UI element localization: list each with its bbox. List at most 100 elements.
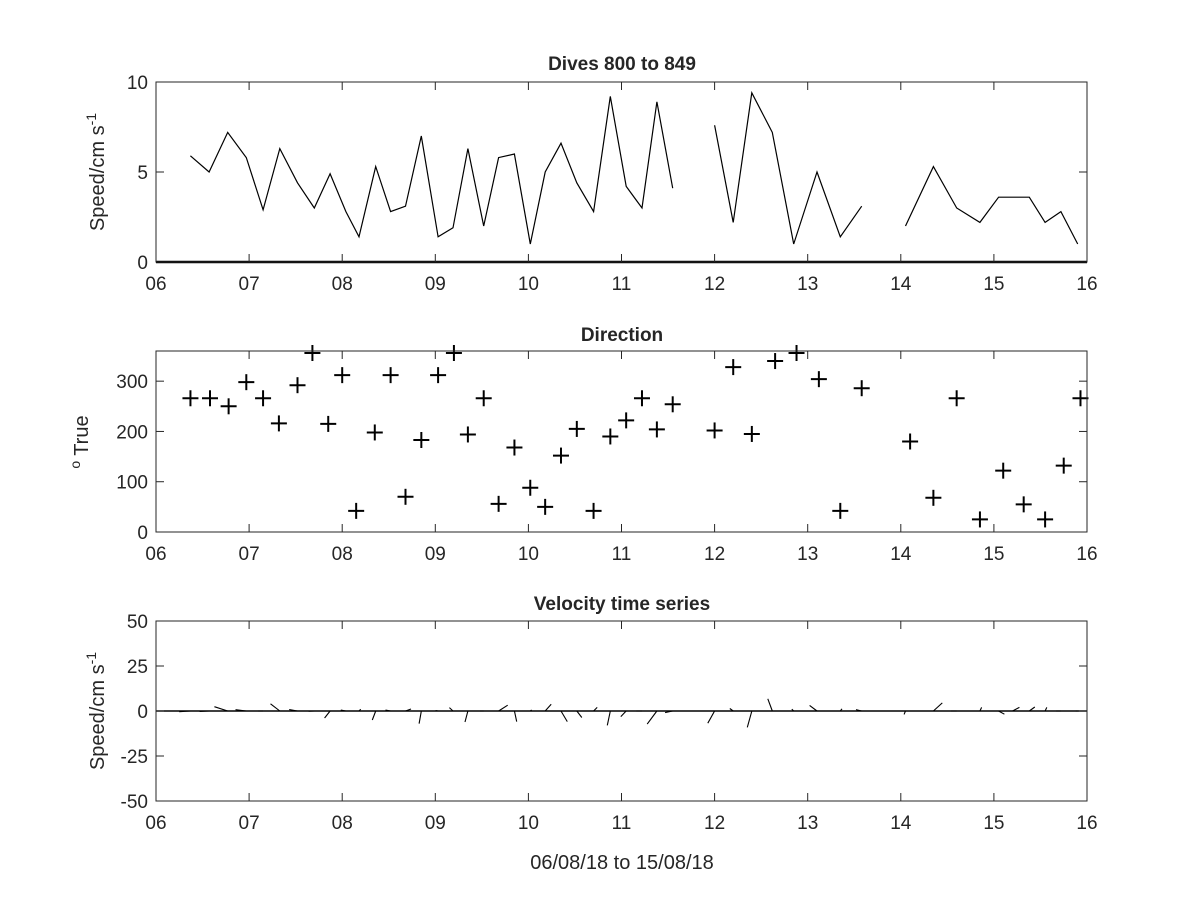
direction-markers-group xyxy=(182,345,1089,528)
velocity-plot-frame xyxy=(155,620,1088,802)
y-tick-label: 200 xyxy=(116,422,148,443)
direction-point xyxy=(1015,496,1032,513)
direction-point xyxy=(238,374,255,391)
velocity-stick xyxy=(767,698,773,712)
x-tick-label: 08 xyxy=(332,544,353,565)
speed-plot-frame xyxy=(155,81,1088,263)
velocity-stick xyxy=(199,710,210,713)
velocity-stick xyxy=(1012,706,1020,712)
velocity-stick xyxy=(998,710,1005,715)
y-tick-label: 0 xyxy=(137,253,148,274)
velocity-stick xyxy=(1028,706,1036,712)
velocity-stick xyxy=(606,710,611,726)
direction-point xyxy=(366,424,383,441)
direction-point xyxy=(743,425,760,442)
direction-point xyxy=(413,431,430,448)
x-tick-label: 15 xyxy=(983,274,1004,295)
direction-point xyxy=(445,345,462,362)
velocity-stick xyxy=(620,710,627,717)
x-tick-label: 11 xyxy=(612,813,632,834)
velocity-stick xyxy=(1044,707,1048,712)
direction-point xyxy=(648,421,665,438)
x-tick-label: 08 xyxy=(332,274,353,295)
direction-point xyxy=(832,502,849,519)
velocity-stick xyxy=(340,709,347,712)
x-tick-label: 08 xyxy=(332,813,353,834)
direction-point xyxy=(602,428,619,445)
y-tick-label: 5 xyxy=(137,163,148,184)
velocity-ylabel: Speed/cm s-1 xyxy=(83,652,109,770)
velocity-stick xyxy=(791,708,795,712)
x-tick-label: 10 xyxy=(518,274,539,295)
direction-point xyxy=(490,495,507,512)
velocity-stick xyxy=(214,706,228,712)
velocity-sticks-group xyxy=(156,698,1087,728)
direction-point xyxy=(537,498,554,515)
direction-point xyxy=(925,489,942,506)
x-tick-label: 14 xyxy=(890,544,912,565)
velocity-stick xyxy=(809,704,818,712)
velocity-stick xyxy=(979,707,983,712)
velocity-stick xyxy=(405,708,412,712)
x-tick-label: 15 xyxy=(983,813,1004,834)
direction-plot-frame xyxy=(155,350,1088,533)
direction-point xyxy=(995,462,1012,479)
x-tick-label: 16 xyxy=(1076,274,1097,295)
x-tick-label: 06 xyxy=(145,813,166,834)
direction-point xyxy=(270,415,287,432)
direction-point xyxy=(475,390,492,407)
direction-point xyxy=(585,502,602,519)
velocity-stick xyxy=(324,710,331,719)
velocity-stick xyxy=(903,710,906,715)
direction-point xyxy=(522,479,539,496)
y-tick-label: 0 xyxy=(137,523,148,544)
x-tick-label: 07 xyxy=(239,274,260,295)
x-tick-label: 12 xyxy=(704,544,725,565)
x-tick-label: 13 xyxy=(797,274,818,295)
velocity-stick xyxy=(418,710,422,724)
x-tick-label: 16 xyxy=(1076,813,1097,834)
velocity-stick xyxy=(464,710,469,723)
velocity-stick xyxy=(235,709,247,712)
direction-point xyxy=(971,511,988,528)
direction-point xyxy=(397,488,414,505)
direction-point xyxy=(902,433,919,450)
velocity-stick xyxy=(513,710,518,722)
velocity-stick xyxy=(933,702,943,712)
x-tick-label: 16 xyxy=(1076,544,1097,565)
x-tick-label: 11 xyxy=(612,544,632,565)
velocity-axes: 06 07 08 09 10 11 12 13 14 15 16 50 25 0 -25 -50 xyxy=(121,612,1098,834)
direction-point xyxy=(289,377,306,394)
velocity-stick xyxy=(371,710,377,721)
x-tick-label: 07 xyxy=(239,544,260,565)
direction-point xyxy=(201,390,218,407)
speed-axes: 06 07 08 09 10 11 12 13 14 15 16 0 5 10 xyxy=(127,73,1098,295)
velocity-stick xyxy=(544,703,552,712)
x-tick-label: 11 xyxy=(612,274,632,295)
direction-point xyxy=(706,422,723,439)
speed-title: Dives 800 to 849 xyxy=(548,54,696,75)
velocity-stick xyxy=(729,708,734,712)
velocity-stick xyxy=(839,708,843,712)
velocity-stick xyxy=(449,707,454,712)
x-tick-label: 14 xyxy=(890,274,912,295)
direction-point xyxy=(255,390,272,407)
direction-panel: Direction oTrue 06 07 08 09 10 11 12 13 14 15 16 0 1… xyxy=(67,325,1098,565)
velocity-stick xyxy=(435,709,439,712)
y-tick-label: -50 xyxy=(121,792,148,813)
direction-title: Direction xyxy=(581,325,663,346)
speed-line-segment xyxy=(714,90,863,245)
x-tick-label: 12 xyxy=(704,274,725,295)
x-tick-label: 09 xyxy=(425,813,446,834)
y-tick-label: 300 xyxy=(116,372,148,393)
velocity-stick xyxy=(385,709,391,712)
x-tick-label: 10 xyxy=(518,544,539,565)
y-tick-label: 100 xyxy=(116,473,148,494)
direction-point xyxy=(788,345,805,362)
velocity-stick xyxy=(646,710,658,725)
velocity-stick xyxy=(270,703,281,712)
velocity-stick xyxy=(289,709,298,712)
velocity-xlabel: 06/08/18 to 15/08/18 xyxy=(530,852,714,874)
